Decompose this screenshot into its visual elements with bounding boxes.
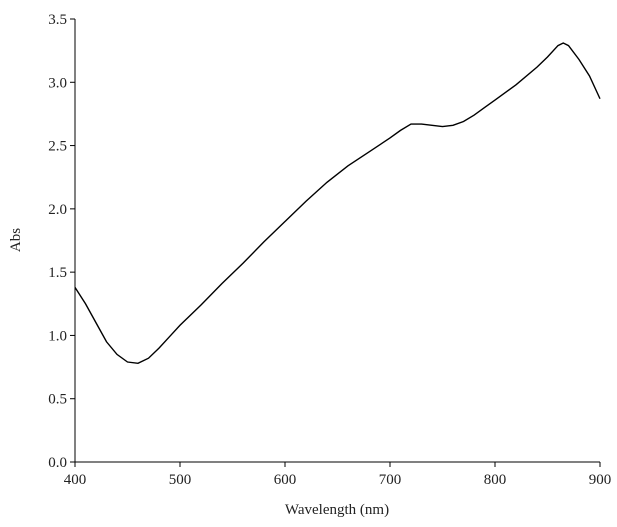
y-axis-title: Abs	[8, 228, 24, 252]
y-tick-label: 1.0	[48, 328, 67, 344]
y-tick-label: 2.0	[48, 202, 67, 218]
x-axis-title: Wavelength (nm)	[285, 502, 389, 518]
y-tick-label: 3.5	[48, 12, 67, 28]
x-tick-label: 600	[274, 472, 297, 488]
y-tick-label: 0.5	[48, 392, 67, 408]
x-tick-label: 500	[169, 472, 192, 488]
x-tick-label: 900	[589, 472, 612, 488]
x-tick-label: 700	[379, 472, 402, 488]
data-line	[74, 42, 601, 364]
x-tick-label: 800	[484, 472, 507, 488]
y-tick-label: 3.0	[48, 75, 67, 91]
x-tick-label: 400	[64, 472, 87, 488]
y-tick-label: 1.5	[48, 265, 67, 281]
y-tick-label: 0.0	[48, 455, 67, 471]
y-tick-label: 2.5	[48, 139, 67, 155]
